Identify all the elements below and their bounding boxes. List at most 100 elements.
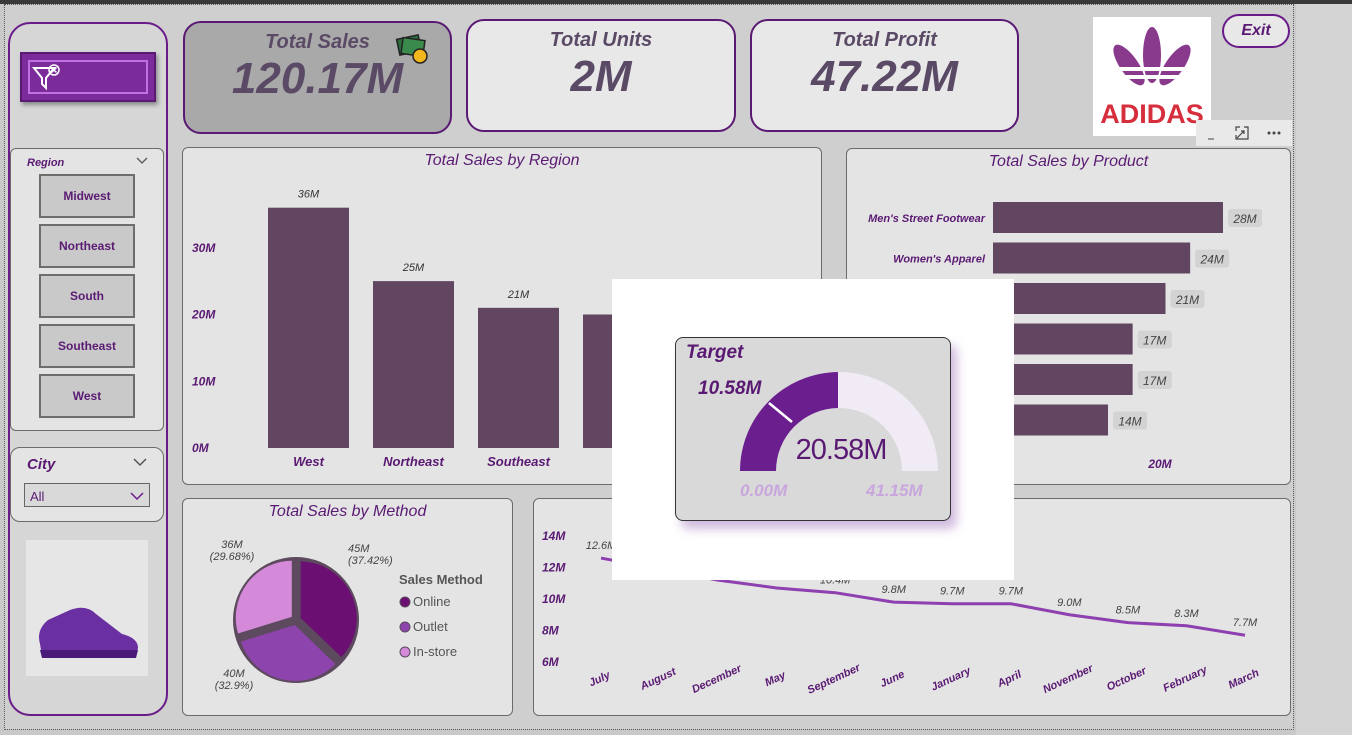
y-tick-label: 20M [191,308,216,322]
filter-icon[interactable] [1206,126,1222,140]
clear-filters-button[interactable] [20,52,156,102]
x-tick-label: January [929,665,973,694]
product-bar [993,283,1166,314]
region-button-south[interactable]: South [39,274,135,318]
data-label-bg [1170,290,1205,308]
kpi-total-sales-value: 120.17M [231,54,404,103]
focus-mode-icon[interactable] [1234,125,1250,141]
x-tick-label: June [878,668,906,690]
product-bar-chart: 28M Men's Street Footwear 24M Women's Appar… [868,202,1262,471]
y-tick-label: 14M [542,529,566,543]
x-tick-label: July [587,669,613,690]
y-tick-label: 30M [192,241,216,255]
data-label: 9.7M [940,586,965,598]
right-strip [1296,4,1352,735]
x-tick-label: February [1161,664,1210,695]
x-tick-label: September [806,662,863,697]
region-bar [268,207,349,448]
data-label: 8.3M [1174,608,1199,620]
slice-percent-label: (32.9%) [215,680,254,692]
exit-button[interactable]: Exit [1222,14,1290,48]
y-tick-label: 12M [542,561,566,575]
x-tick-label: Southeast [487,454,551,469]
legend-label: Online [413,594,451,609]
y-tick-label: 10M [542,592,566,606]
slice-percent-label: (29.68%) [210,551,255,563]
product-bar [993,242,1191,274]
data-label: 9.0M [1057,597,1082,609]
region-button-northeast[interactable]: Northeast [39,224,135,268]
region-button-midwest[interactable]: Midwest [39,174,135,218]
method-pie-chart: 45M(37.42%) 40M(32.9%) 36M(29.68%) Sales Me… [210,539,483,692]
y-tick-label: 6M [542,655,560,669]
category-label: Women's Apparel [893,254,986,266]
legend-label: Outlet [413,619,448,634]
data-label: 7.7M [1233,617,1258,629]
y-tick-label: 8M [542,624,560,638]
product-chart-title: Total Sales by Product [988,153,1149,170]
target-gauge-card: Target 20.58M 10.58M 0.00M 41.15M [675,337,951,521]
data-label: 28M [1232,212,1256,226]
target-gauge [740,372,938,471]
data-label: 21M [1175,293,1199,307]
slice-value-label: 40M [223,668,245,680]
region-slicer-title: Region [27,157,65,169]
x-tick-label: March [1227,667,1262,692]
x-tick-label: November [1041,662,1095,696]
data-label: 8.5M [1116,605,1141,617]
region-button-southeast[interactable]: Southeast [39,324,135,368]
slice-percent-label: (37.42%) [348,555,393,567]
kpi-total-profit-value: 47.22M [811,52,958,101]
kpi-total-units-label: Total Units [549,29,653,51]
legend-marker [399,646,411,658]
data-label: 9.8M [881,584,906,596]
chevron-down-icon [130,492,144,501]
city-slicer-title: City [27,456,56,473]
gauge-min-label: 0.00M [740,481,788,500]
data-label: 9.7M [999,586,1024,598]
visual-header-toolbar [1196,120,1292,146]
region-button-west[interactable]: West [39,374,135,418]
x-tick-label: December [690,662,744,696]
gauge-target-label: 10.58M [698,378,762,399]
data-label: 14M [1118,415,1141,429]
pie-slice [298,559,359,661]
city-dropdown[interactable]: All [24,483,150,507]
category-label: Men's Street Footwear [868,213,986,225]
data-label: 36M [298,189,320,201]
adidas-logo: ADIDAS [1093,17,1211,136]
data-label: 17M [1143,374,1166,388]
chevron-down-icon[interactable] [132,456,148,468]
data-label: 25M [402,262,425,274]
method-chart-title: Total Sales by Method [268,503,427,520]
region-bar [373,281,454,448]
shoe-image [26,540,148,676]
x-tick-label: October [1105,665,1149,694]
gauge-title: Target [686,342,744,363]
trefoil-icon [1107,27,1197,86]
y-tick-label: 0M [192,441,210,455]
kpi-total-units-value: 2M [570,52,632,101]
data-label: 24M [1199,253,1223,267]
x-tick-label: 20M [1147,457,1172,471]
more-options-icon[interactable] [1266,125,1282,141]
product-bar [993,202,1223,233]
x-tick-label: May [763,669,788,689]
data-label: 12.6M [586,540,617,552]
pie-slice [238,622,339,683]
logo-text: ADIDAS [1100,99,1204,129]
region-bar [478,307,559,448]
x-tick-label: West [293,454,324,469]
gauge-value: 20.58M [795,434,888,466]
kpi-total-profit-label: Total Profit [832,29,937,51]
gauge-max-label: 41.15M [866,481,923,500]
y-tick-label: 10M [192,374,216,388]
product-bar [993,364,1133,395]
kpi-total-units: Total Units 2M [466,19,736,132]
data-label-bg [1137,371,1172,389]
chevron-down-icon[interactable] [136,156,148,166]
data-label: 17M [1143,334,1166,348]
top-border [0,0,1352,4]
data-label-bg [1113,411,1147,430]
